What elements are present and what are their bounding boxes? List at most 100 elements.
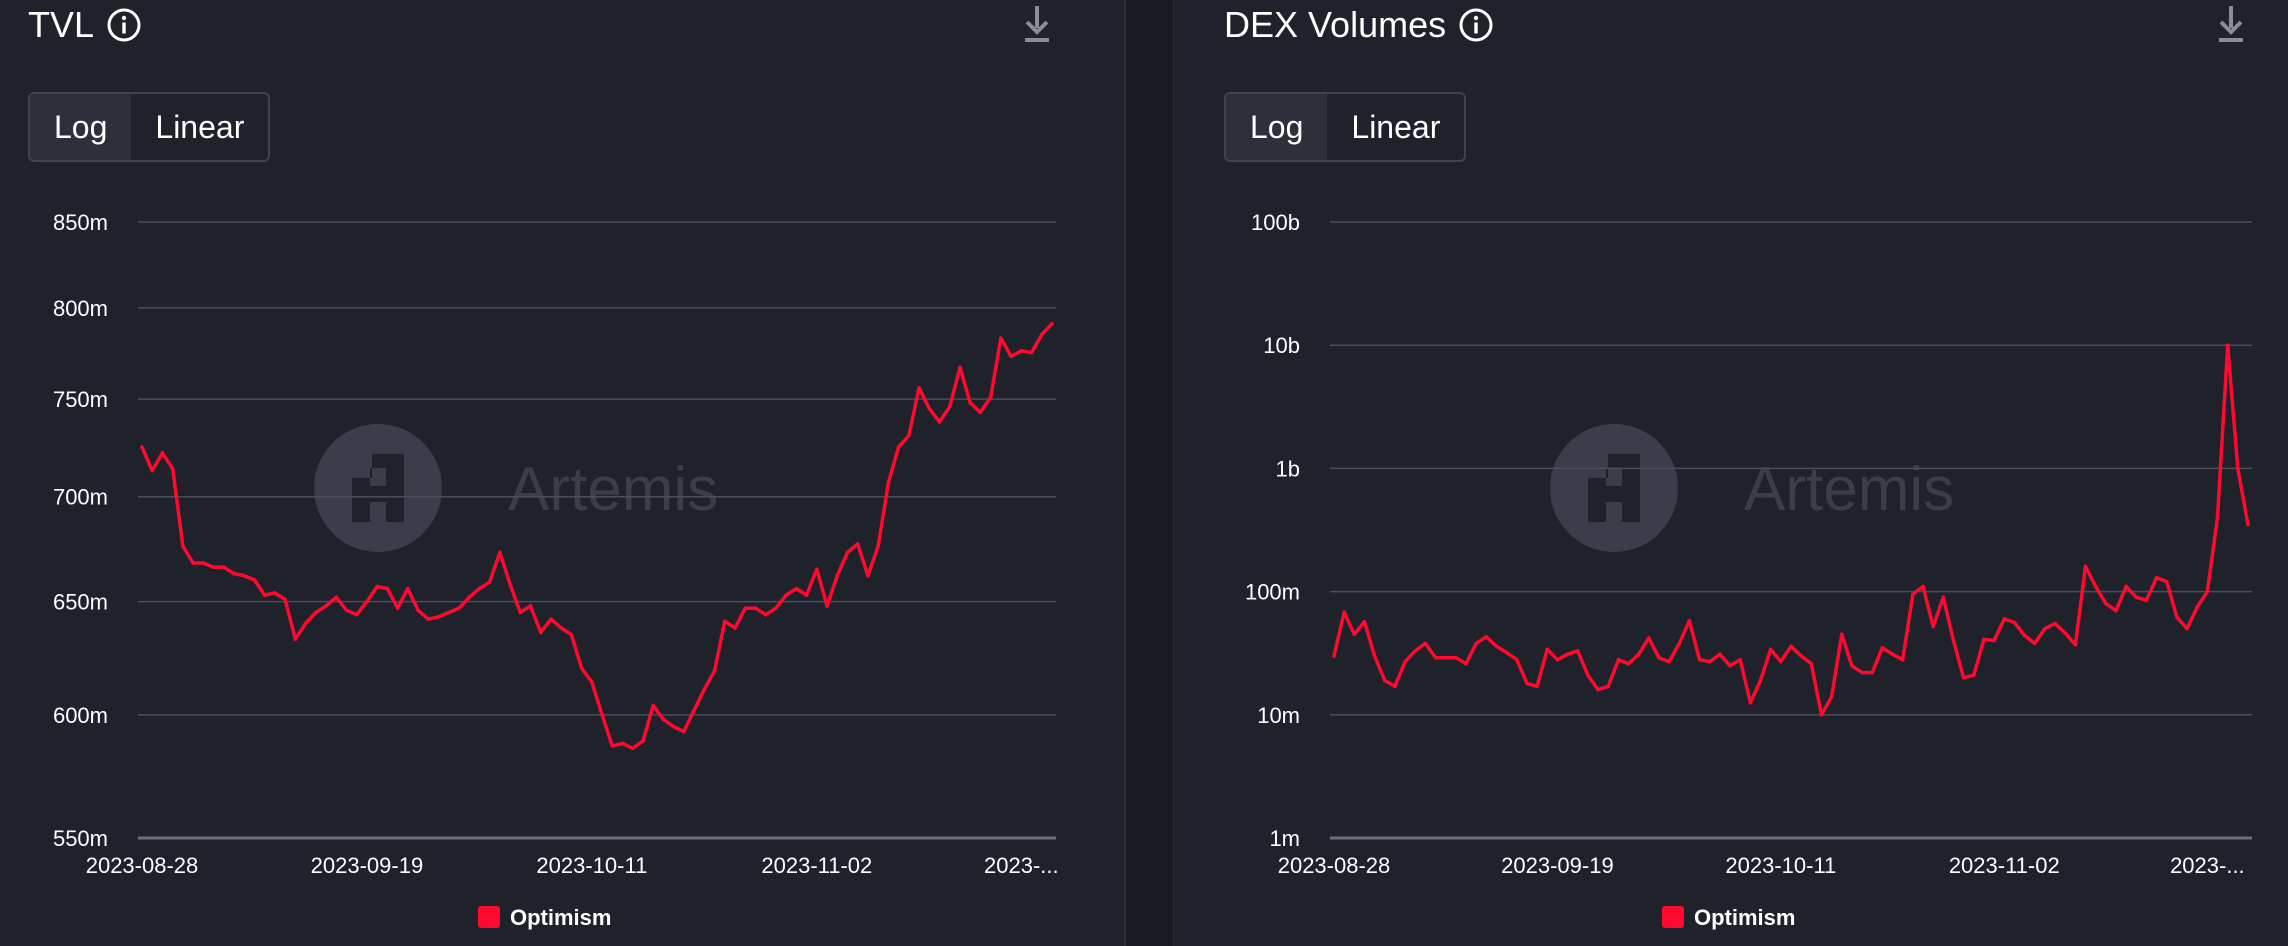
- data-point: [692, 708, 696, 712]
- data-point: [825, 604, 829, 608]
- y-tick-label: 600m: [53, 703, 108, 728]
- data-point: [2073, 642, 2078, 647]
- data-point: [2053, 621, 2057, 626]
- dex-log-button[interactable]: Log: [1226, 94, 1328, 160]
- data-point: [1667, 659, 1671, 664]
- data-point: [1697, 657, 1702, 662]
- data-point: [1019, 349, 1024, 353]
- data-point: [232, 571, 236, 576]
- data-point: [1575, 649, 1580, 653]
- data-point: [1992, 638, 1996, 643]
- data-point: [1900, 657, 1905, 662]
- data-point: [2134, 595, 2139, 600]
- series-points: [140, 321, 1054, 751]
- data-point: [1870, 670, 1875, 675]
- data-point: [1474, 641, 1478, 646]
- data-point: [1393, 684, 1397, 689]
- data-point: [334, 595, 339, 600]
- y-tick-label: 10b: [1263, 333, 1300, 358]
- data-point: [1779, 659, 1783, 664]
- data-point: [702, 687, 707, 691]
- data-point: [815, 567, 819, 572]
- y-tick-label: 100b: [1251, 210, 1300, 235]
- data-point: [978, 410, 983, 415]
- legend[interactable]: Optimism: [478, 905, 611, 930]
- data-point: [876, 544, 880, 548]
- data-point: [416, 608, 420, 613]
- data-point: [344, 608, 349, 613]
- data-point: [2093, 584, 2098, 589]
- x-tick-label: 2023-10-11: [536, 853, 647, 878]
- data-point: [1809, 661, 1814, 666]
- data-point: [1382, 678, 1387, 683]
- data-point: [1921, 584, 1925, 589]
- data-point: [2195, 605, 2200, 609]
- data-point: [140, 445, 144, 449]
- y-tick-label: 700m: [53, 485, 108, 510]
- data-point: [2215, 515, 2220, 520]
- data-point: [1626, 661, 1631, 666]
- data-point: [283, 597, 287, 602]
- data-point: [1596, 687, 1600, 692]
- data-point: [1972, 673, 1976, 677]
- data-point: [1362, 619, 1367, 624]
- data-point: [753, 606, 758, 610]
- download-icon[interactable]: [1020, 4, 1054, 46]
- legend[interactable]: Optimism: [1662, 905, 1795, 930]
- y-tick-label: 10m: [1257, 703, 1300, 728]
- info-circle-icon[interactable]: [106, 7, 142, 43]
- data-point: [508, 582, 512, 587]
- data-point: [1586, 673, 1590, 677]
- y-tick-label: 800m: [53, 296, 108, 321]
- data-point: [1931, 624, 1935, 629]
- data-point: [293, 637, 298, 641]
- data-point: [201, 561, 206, 565]
- data-point: [1738, 657, 1743, 662]
- data-point: [2236, 466, 2240, 471]
- data-point: [2012, 620, 2017, 625]
- data-point: [743, 606, 748, 610]
- data-point: [549, 617, 553, 621]
- data-point: [1758, 678, 1763, 683]
- data-point: [221, 565, 226, 569]
- y-tick-label: 550m: [53, 826, 108, 851]
- tvl-linear-button[interactable]: Linear: [155, 109, 245, 145]
- data-point: [1484, 634, 1489, 639]
- data-point: [1941, 595, 1946, 600]
- data-point: [569, 632, 574, 637]
- series-line-optimism: [1332, 343, 2250, 717]
- x-tick-label: 2023-...: [984, 853, 1059, 878]
- data-point: [1616, 657, 1621, 662]
- tvl-title: TVL: [28, 4, 95, 45]
- y-tick-label: 1m: [1269, 826, 1300, 851]
- data-point: [2154, 575, 2159, 580]
- data-point: [1850, 663, 1854, 668]
- x-tick-label: 2023-10-11: [1725, 853, 1836, 878]
- data-point: [835, 573, 840, 578]
- data-point: [2246, 522, 2250, 527]
- dex-linear-button[interactable]: Linear: [1351, 109, 1441, 145]
- data-point: [559, 626, 564, 630]
- tvl-panel: TVL Log Linear Artemis 550m 600m 650m 700m 75…: [0, 0, 1124, 946]
- info-circle-icon[interactable]: [1458, 7, 1494, 43]
- data-point: [365, 599, 369, 604]
- data-point: [1647, 636, 1651, 640]
- data-point: [1657, 656, 1661, 660]
- download-icon[interactable]: [2214, 4, 2248, 46]
- data-point: [630, 746, 635, 751]
- data-point: [947, 404, 952, 409]
- data-point: [641, 739, 645, 743]
- data-point: [2063, 631, 2067, 635]
- panel-divider: [1124, 0, 1174, 946]
- artemis-logo-mark: [352, 454, 404, 522]
- data-point: [170, 466, 175, 471]
- x-tick-label: 2023-08-28: [86, 853, 199, 878]
- y-tick-label: 750m: [53, 387, 108, 412]
- data-point: [610, 744, 615, 748]
- tvl-log-button[interactable]: Log: [30, 94, 132, 160]
- watermark: Artemis: [314, 424, 718, 552]
- data-point: [324, 604, 328, 608]
- data-point: [774, 606, 778, 610]
- series-points: [1332, 343, 2250, 717]
- data-point: [1443, 656, 1448, 660]
